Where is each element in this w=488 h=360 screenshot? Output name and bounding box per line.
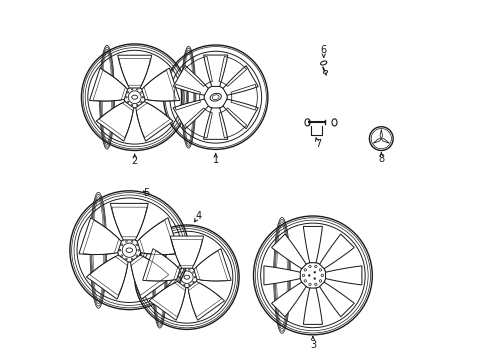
Circle shape <box>136 255 137 256</box>
Polygon shape <box>264 266 300 285</box>
Polygon shape <box>379 129 382 139</box>
Circle shape <box>138 249 139 251</box>
Polygon shape <box>89 68 127 101</box>
Text: 8: 8 <box>377 154 384 165</box>
Ellipse shape <box>320 61 326 65</box>
Polygon shape <box>96 102 133 141</box>
Circle shape <box>304 280 306 282</box>
Ellipse shape <box>126 248 132 252</box>
Polygon shape <box>193 249 231 281</box>
Circle shape <box>319 280 321 282</box>
Polygon shape <box>130 255 172 299</box>
Polygon shape <box>142 68 180 101</box>
Polygon shape <box>303 226 322 263</box>
Circle shape <box>136 244 137 246</box>
Circle shape <box>308 265 310 267</box>
Circle shape <box>183 284 185 286</box>
Circle shape <box>319 269 321 271</box>
Circle shape <box>136 104 138 106</box>
Polygon shape <box>149 282 185 320</box>
Polygon shape <box>381 139 388 143</box>
Circle shape <box>125 96 127 98</box>
Polygon shape <box>319 234 353 269</box>
Circle shape <box>131 258 133 260</box>
Circle shape <box>183 269 185 270</box>
Polygon shape <box>136 102 173 141</box>
Polygon shape <box>303 288 322 324</box>
Circle shape <box>314 265 316 267</box>
Circle shape <box>304 269 306 271</box>
Polygon shape <box>173 99 208 129</box>
Ellipse shape <box>131 95 137 99</box>
Circle shape <box>125 240 127 242</box>
Circle shape <box>194 276 195 278</box>
Polygon shape <box>372 139 381 143</box>
Text: 5: 5 <box>143 188 149 198</box>
Text: 7: 7 <box>315 139 321 149</box>
Ellipse shape <box>212 95 219 100</box>
Polygon shape <box>79 218 121 255</box>
Circle shape <box>179 281 181 283</box>
Polygon shape <box>271 234 305 269</box>
Text: 1: 1 <box>212 155 218 165</box>
Circle shape <box>131 104 133 106</box>
Ellipse shape <box>183 275 189 279</box>
Polygon shape <box>170 236 203 268</box>
Ellipse shape <box>210 93 221 101</box>
Circle shape <box>131 89 133 90</box>
Polygon shape <box>203 108 227 139</box>
Circle shape <box>302 274 304 276</box>
Polygon shape <box>137 218 179 255</box>
Polygon shape <box>187 282 224 320</box>
Circle shape <box>179 272 181 273</box>
Circle shape <box>313 278 315 279</box>
Circle shape <box>142 96 143 98</box>
Ellipse shape <box>305 119 309 126</box>
Circle shape <box>192 281 194 283</box>
Circle shape <box>192 272 194 273</box>
Circle shape <box>308 283 310 285</box>
Circle shape <box>131 240 133 242</box>
Circle shape <box>188 269 190 270</box>
Text: 4: 4 <box>195 211 202 221</box>
Text: 3: 3 <box>309 339 315 350</box>
Circle shape <box>321 274 323 276</box>
Circle shape <box>121 244 122 246</box>
Text: 6: 6 <box>320 45 326 55</box>
Circle shape <box>125 258 127 260</box>
Circle shape <box>178 276 179 278</box>
Polygon shape <box>319 282 353 317</box>
Ellipse shape <box>323 71 327 73</box>
Polygon shape <box>223 99 258 129</box>
Polygon shape <box>223 66 258 95</box>
Polygon shape <box>203 55 227 86</box>
Circle shape <box>121 255 122 256</box>
Circle shape <box>119 249 121 251</box>
Circle shape <box>188 284 190 286</box>
Circle shape <box>127 91 128 93</box>
Circle shape <box>141 101 142 103</box>
Ellipse shape <box>331 119 336 126</box>
Polygon shape <box>173 66 208 95</box>
Text: 2: 2 <box>131 156 138 166</box>
Polygon shape <box>118 55 151 88</box>
Polygon shape <box>86 255 128 299</box>
Polygon shape <box>142 249 180 281</box>
Polygon shape <box>325 266 361 285</box>
Circle shape <box>314 283 316 285</box>
Circle shape <box>313 271 315 273</box>
Polygon shape <box>271 282 305 317</box>
Circle shape <box>136 89 138 90</box>
Circle shape <box>308 274 309 276</box>
Circle shape <box>127 101 128 103</box>
Polygon shape <box>110 203 148 240</box>
Circle shape <box>141 91 142 93</box>
